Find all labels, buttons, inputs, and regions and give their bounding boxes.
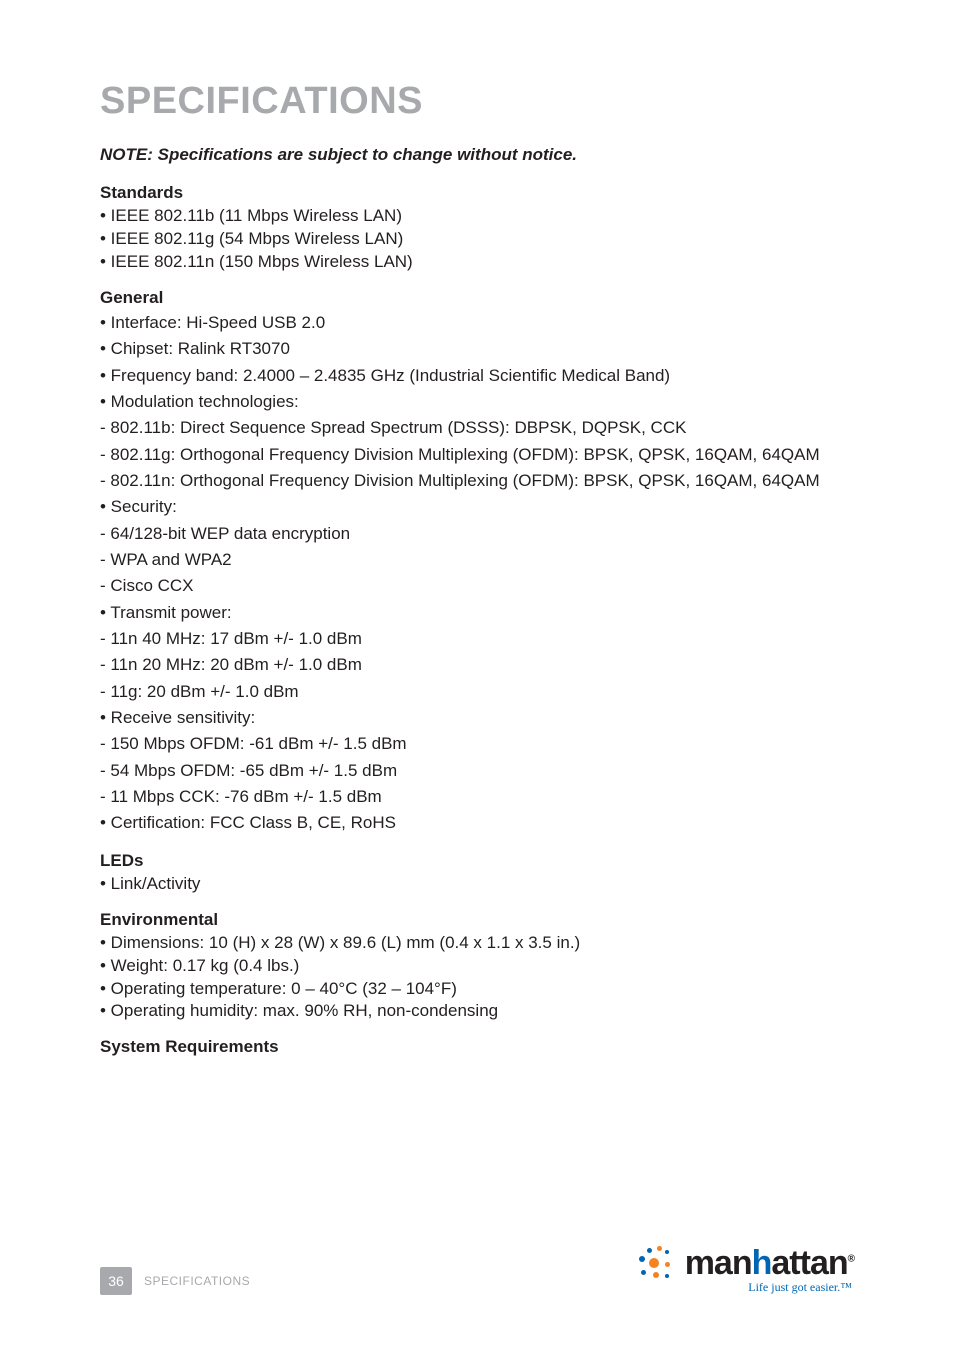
heading-leds: LEDs <box>100 851 854 871</box>
general-line: - 64/128-bit WEP data encryption <box>100 521 854 547</box>
env-line: • Operating humidity: max. 90% RH, non-c… <box>100 1000 854 1023</box>
general-line: - WPA and WPA2 <box>100 547 854 573</box>
general-line: • Interface: Hi-Speed USB 2.0 <box>100 310 854 336</box>
logo-text: manhattan® <box>685 1244 854 1283</box>
heading-sysreq: System Requirements <box>100 1037 854 1057</box>
brand-logo: manhattan® Life just got easier.™ <box>635 1244 854 1295</box>
general-line: - 54 Mbps OFDM: -65 dBm +/- 1.5 dBm <box>100 758 854 784</box>
general-line: • Frequency band: 2.4000 – 2.4835 GHz (I… <box>100 363 854 389</box>
general-line: - 11n 40 MHz: 17 dBm +/- 1.0 dBm <box>100 626 854 652</box>
general-line: - 11 Mbps CCK: -76 dBm +/- 1.5 dBm <box>100 784 854 810</box>
standards-line: • IEEE 802.11g (54 Mbps Wireless LAN) <box>100 228 854 251</box>
general-line: • Transmit power: <box>100 600 854 626</box>
section-sysreq: System Requirements <box>100 1037 854 1057</box>
footer-section-label: SPECIFICATIONS <box>144 1274 250 1288</box>
section-environmental: Environmental • Dimensions: 10 (H) x 28 … <box>100 910 854 1024</box>
section-general: General • Interface: Hi-Speed USB 2.0 • … <box>100 288 854 837</box>
general-line: • Security: <box>100 494 854 520</box>
footer: 36 SPECIFICATIONS manhattan® Life just g… <box>100 1244 854 1295</box>
general-line: - 802.11n: Orthogonal Frequency Division… <box>100 468 854 494</box>
general-line: - Cisco CCX <box>100 573 854 599</box>
env-line: • Dimensions: 10 (H) x 28 (W) x 89.6 (L)… <box>100 932 854 955</box>
logo-tagline: Life just got easier.™ <box>748 1280 852 1295</box>
logo-registered-icon: ® <box>848 1254 854 1265</box>
page-number-badge: 36 <box>100 1267 132 1295</box>
general-line: - 802.11g: Orthogonal Frequency Division… <box>100 442 854 468</box>
leds-line: • Link/Activity <box>100 873 854 896</box>
section-standards: Standards • IEEE 802.11b (11 Mbps Wirele… <box>100 183 854 274</box>
general-line: - 11n 20 MHz: 20 dBm +/- 1.0 dBm <box>100 652 854 678</box>
logo-row: manhattan® <box>635 1244 854 1284</box>
logo-text-man: man <box>685 1244 752 1282</box>
heading-general: General <box>100 288 854 308</box>
section-leds: LEDs • Link/Activity <box>100 851 854 896</box>
standards-line: • IEEE 802.11n (150 Mbps Wireless LAN) <box>100 251 854 274</box>
general-line: - 11g: 20 dBm +/- 1.0 dBm <box>100 679 854 705</box>
env-line: • Operating temperature: 0 – 40°C (32 – … <box>100 978 854 1001</box>
general-line: • Certification: FCC Class B, CE, RoHS <box>100 810 854 836</box>
logo-dots-icon <box>635 1244 679 1284</box>
heading-standards: Standards <box>100 183 854 203</box>
heading-environmental: Environmental <box>100 910 854 930</box>
page-title: SPECIFICATIONS <box>100 80 854 123</box>
general-line: - 802.11b: Direct Sequence Spread Spectr… <box>100 415 854 441</box>
standards-line: • IEEE 802.11b (11 Mbps Wireless LAN) <box>100 205 854 228</box>
logo-text-h: h <box>752 1244 772 1282</box>
general-line: • Receive sensitivity: <box>100 705 854 731</box>
general-line: - 150 Mbps OFDM: -61 dBm +/- 1.5 dBm <box>100 731 854 757</box>
env-line: • Weight: 0.17 kg (0.4 lbs.) <box>100 955 854 978</box>
general-line: • Modulation technologies: <box>100 389 854 415</box>
footer-left: 36 SPECIFICATIONS <box>100 1267 250 1295</box>
logo-text-attan: attan <box>771 1244 847 1282</box>
general-line: • Chipset: Ralink RT3070 <box>100 336 854 362</box>
note-text: NOTE: Specifications are subject to chan… <box>100 145 854 165</box>
